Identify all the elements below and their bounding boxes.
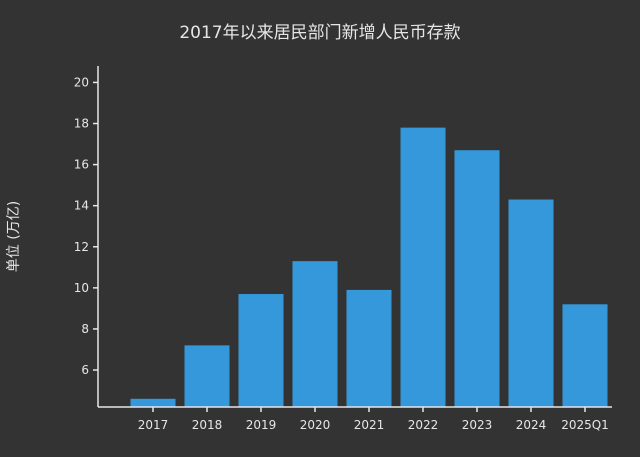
bar-2019 [238, 294, 284, 407]
x-tick-label-2023: 2023 [462, 418, 493, 432]
y-tick-label-6: 6 [81, 363, 89, 377]
bar-2022 [400, 127, 446, 408]
y-tick-label-12: 12 [74, 240, 89, 254]
bar-2020 [292, 261, 338, 407]
bar-2024 [508, 199, 554, 407]
y-tick-label-14: 14 [74, 199, 89, 213]
x-tick-label-2025q1: 2025Q1 [561, 418, 609, 432]
x-tick-label-2019: 2019 [246, 418, 277, 432]
x-tick-label-2018: 2018 [192, 418, 223, 432]
y-axis-label: 单位 (万亿) [6, 201, 22, 272]
x-tick-label-2021: 2021 [354, 418, 385, 432]
y-tick-label-10: 10 [74, 281, 89, 295]
bar-2017 [130, 398, 176, 407]
x-tick-label-2020: 2020 [300, 418, 331, 432]
bar-2021 [346, 289, 392, 407]
y-tick-label-8: 8 [81, 322, 89, 336]
x-tick-label-2017: 2017 [138, 418, 169, 432]
x-tick-label-2024: 2024 [516, 418, 547, 432]
bar-2018 [184, 345, 230, 407]
bar-2025q1 [562, 304, 608, 407]
bar-2023 [454, 150, 500, 407]
x-tick-label-2022: 2022 [408, 418, 439, 432]
y-tick-label-18: 18 [74, 117, 89, 131]
y-tick-label-20: 20 [74, 75, 89, 89]
chart-title: 2017年以来居民部门新增人民币存款 [179, 23, 461, 43]
y-tick-label-16: 16 [74, 158, 89, 172]
